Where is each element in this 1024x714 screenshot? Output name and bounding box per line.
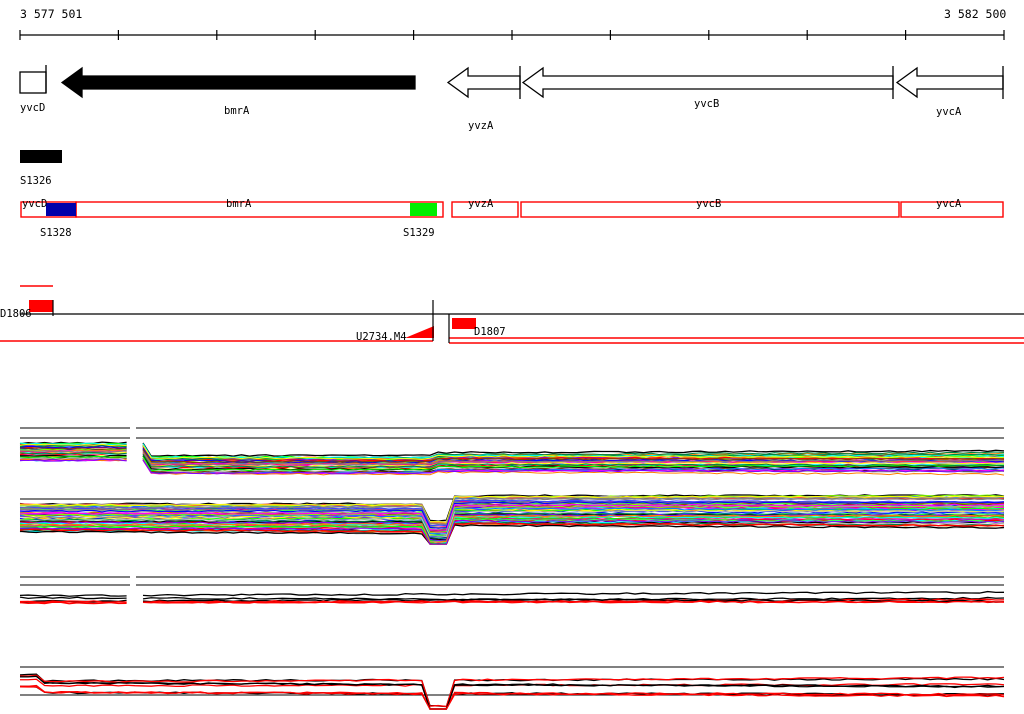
mutant-vs-wt-panel[interactable] [0, 575, 1024, 620]
ruler-axis[interactable] [0, 10, 1024, 60]
segment-label-bmrA-seg: bmrA [226, 198, 252, 210]
ratio-panel-bottom[interactable] [0, 645, 1024, 710]
probe-label-S1326: S1326 [20, 175, 52, 187]
segment-marker-label-S1329: S1329 [403, 227, 435, 239]
probe-boxes[interactable] [0, 145, 1024, 185]
panel-4-plot [19, 666, 1005, 710]
ruler-start-label: 3 577 501 [20, 7, 83, 21]
gene-arrows[interactable] [0, 65, 1024, 125]
ruler-end-label: 3 582 500 [944, 7, 1007, 21]
expression-ratio-panel-main[interactable] [0, 485, 1024, 545]
gene-label-yvcD: yvcD [20, 102, 46, 114]
gene-label-yvzA: yvzA [468, 120, 494, 132]
segment-label-yvcA-seg: yvcA [936, 198, 962, 210]
gene-label-bmrA: bmrA [224, 105, 250, 117]
deletion-label-U2734.M4: U2734.M4 [356, 331, 407, 343]
deletion-shapes[interactable] [0, 280, 1024, 360]
expression-ratio-panel-top[interactable] [0, 418, 1024, 480]
segment-boxes[interactable] [0, 190, 1024, 240]
segment-label-yvcD-seg: yvcD [22, 198, 48, 210]
panel-1-plot [19, 427, 1005, 476]
panel-3-plot [19, 576, 1005, 605]
panel-2-plot [19, 494, 1005, 545]
gene-label-yvcB: yvcB [694, 98, 720, 110]
segment-label-yvcB-seg: yvcB [696, 198, 722, 210]
deletion-label-D1807: D1807 [474, 326, 506, 338]
segment-marker-label-S1328: S1328 [40, 227, 72, 239]
gene-label-yvcA: yvcA [936, 106, 962, 118]
segment-label-yvzA-seg: yvzA [468, 198, 494, 210]
deletion-label-D1806: D1806 [0, 308, 32, 320]
